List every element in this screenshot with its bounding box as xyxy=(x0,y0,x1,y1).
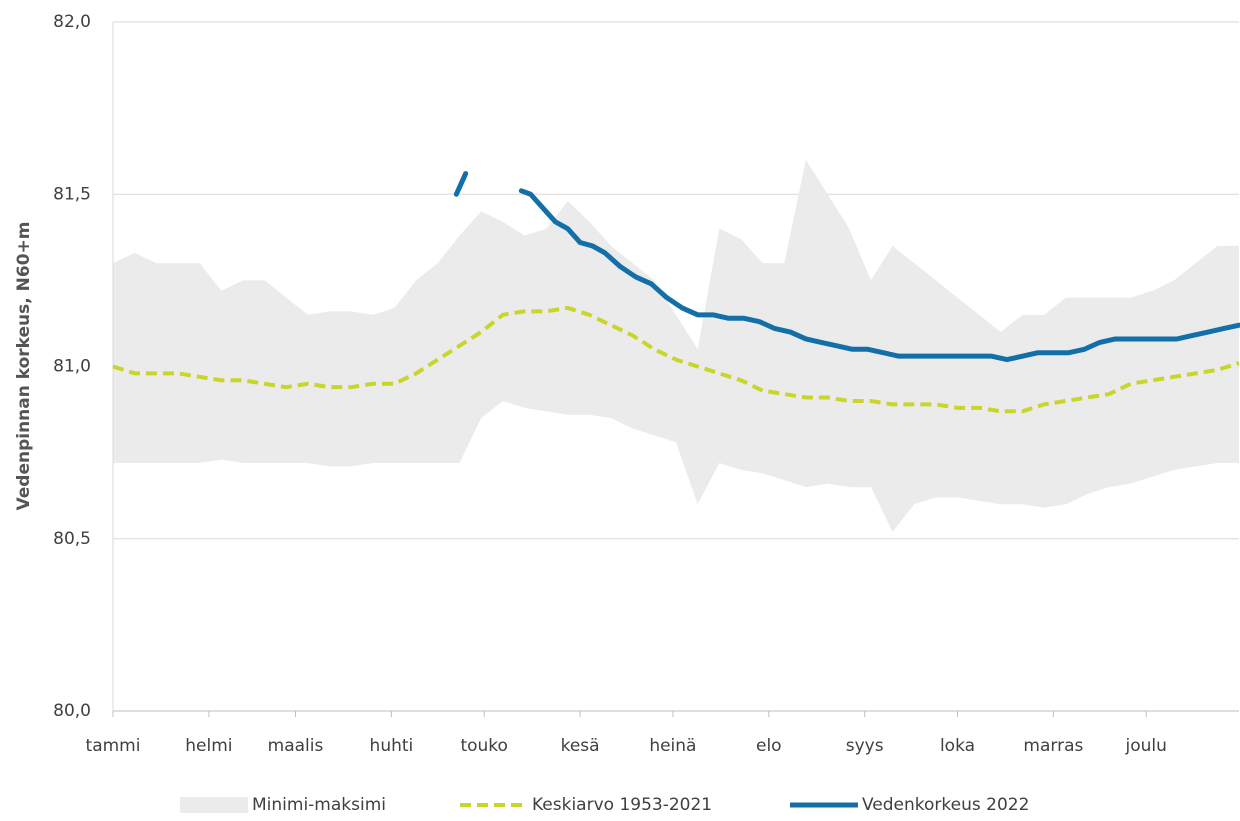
x-tick-label: heinä xyxy=(649,736,696,756)
legend-label: Keskiarvo 1953-2021 xyxy=(532,795,712,815)
level-line xyxy=(453,171,1240,363)
min-max-band xyxy=(113,159,1239,532)
x-tick-label: helmi xyxy=(185,736,232,756)
x-tick-label: marras xyxy=(1023,736,1083,756)
y-tick-label: 80,0 xyxy=(53,701,91,721)
x-tick-label: joulu xyxy=(1124,736,1166,756)
y-tick-label: 80,5 xyxy=(53,529,91,549)
x-tick-label: kesä xyxy=(561,736,600,756)
y-tick-label: 81,0 xyxy=(53,357,91,377)
y-tick-label: 81,5 xyxy=(53,184,91,204)
x-tick-label: syys xyxy=(846,736,884,756)
y-tick-label: 82,0 xyxy=(53,12,91,32)
legend-label: Minimi-maksimi xyxy=(252,795,386,815)
x-tick-label: elo xyxy=(756,736,782,756)
x-tick-label: huhti xyxy=(370,736,414,756)
x-tick-label: tammi xyxy=(86,736,141,756)
x-tick-label: maalis xyxy=(268,736,324,756)
legend-label: Vedenkorkeus 2022 xyxy=(862,795,1029,815)
mean-line xyxy=(112,305,1240,414)
legend-swatch xyxy=(180,797,248,813)
y-axis-title: Vedenpinnan korkeus, N60+m xyxy=(14,222,34,511)
x-tick-label: touko xyxy=(460,736,507,756)
x-tick-label: loka xyxy=(940,736,975,756)
